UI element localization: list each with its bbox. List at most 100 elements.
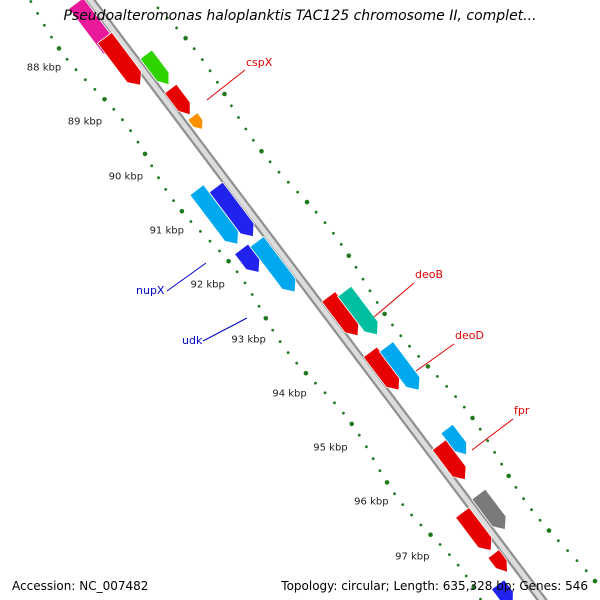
minor-tick-dot bbox=[332, 231, 335, 235]
minor-tick-dot bbox=[538, 518, 542, 522]
minor-tick-dot bbox=[493, 451, 496, 454]
minor-tick-dot bbox=[189, 220, 193, 223]
minor-tick-dot bbox=[445, 385, 448, 388]
minor-tick-dot bbox=[391, 323, 394, 327]
major-tick-dot bbox=[346, 253, 352, 258]
leader-line-deoB bbox=[373, 282, 415, 318]
minor-tick-dot bbox=[456, 563, 460, 567]
major-tick-dot bbox=[142, 151, 148, 157]
minor-tick-dot bbox=[230, 104, 233, 108]
minor-tick-dot bbox=[286, 351, 290, 354]
minor-tick-dot bbox=[74, 68, 78, 72]
gene-arrow[interactable] bbox=[490, 579, 514, 600]
minor-tick-dot bbox=[556, 539, 560, 543]
minor-tick-dot bbox=[438, 543, 442, 546]
minor-tick-dot bbox=[464, 574, 468, 578]
gene-arrow[interactable] bbox=[487, 548, 508, 573]
gene-arrow[interactable] bbox=[139, 49, 170, 86]
gene-arrow[interactable] bbox=[208, 181, 255, 238]
gene-arrow[interactable] bbox=[455, 506, 493, 551]
minor-tick-dot bbox=[365, 445, 368, 449]
minor-tick-dot bbox=[83, 78, 87, 82]
minor-tick-dot bbox=[448, 553, 451, 556]
minor-tick-dot bbox=[250, 293, 254, 296]
gene-arrow-cspX[interactable] bbox=[187, 112, 204, 130]
minor-tick-dot bbox=[268, 160, 272, 164]
minor-tick-dot bbox=[333, 401, 336, 405]
major-tick-dot bbox=[349, 421, 355, 427]
minor-tick-dot bbox=[314, 381, 317, 385]
minor-tick-dot bbox=[371, 457, 375, 461]
minor-tick-dot bbox=[65, 57, 69, 61]
minor-tick-dot bbox=[244, 127, 248, 131]
minor-tick-dot bbox=[339, 243, 343, 246]
minor-tick-dot bbox=[530, 508, 533, 512]
minor-tick-dot bbox=[354, 265, 358, 269]
minor-tick-dot bbox=[410, 513, 413, 517]
minor-tick-dot bbox=[112, 107, 116, 111]
minor-tick-dot bbox=[378, 469, 382, 473]
gene-arrow-deoB[interactable] bbox=[337, 285, 379, 336]
minor-tick-dot bbox=[479, 597, 482, 600]
major-tick-dot bbox=[303, 370, 309, 376]
gene-arrow[interactable] bbox=[96, 31, 142, 86]
minor-tick-dot bbox=[271, 328, 275, 332]
minor-tick-dot bbox=[401, 503, 405, 506]
minor-tick-dot bbox=[566, 549, 569, 552]
minor-tick-dot bbox=[462, 405, 466, 409]
gene-label-deoB[interactable]: deoB bbox=[415, 268, 444, 281]
minor-tick-dot bbox=[296, 190, 299, 194]
major-tick-dot bbox=[592, 578, 598, 584]
minor-tick-dot bbox=[129, 129, 133, 133]
gene-label-fpr[interactable]: fpr bbox=[514, 404, 530, 417]
gene-label-udk[interactable]: udk bbox=[182, 334, 203, 347]
gene-arrow-fpr[interactable] bbox=[440, 423, 467, 456]
status-bar: Accession: NC_007482 Topology: circular;… bbox=[0, 579, 600, 593]
major-tick-dot bbox=[179, 208, 185, 214]
minor-tick-dot bbox=[208, 239, 212, 243]
minor-tick-dot bbox=[36, 12, 39, 15]
map-title: Pseudoalteromonas haloplanktis TAC125 ch… bbox=[63, 8, 537, 24]
minor-tick-dot bbox=[235, 270, 239, 274]
minor-tick-dot bbox=[216, 80, 219, 84]
minor-tick-dot bbox=[50, 35, 53, 39]
major-tick-dot bbox=[304, 199, 310, 205]
minor-tick-dot bbox=[399, 334, 403, 338]
minor-tick-dot bbox=[29, 0, 33, 3]
minor-tick-dot bbox=[575, 559, 579, 562]
gene-label-cspX[interactable]: cspX bbox=[246, 56, 273, 69]
minor-tick-dot bbox=[435, 375, 439, 378]
major-tick-dot bbox=[259, 148, 264, 154]
gene-label-nupX[interactable]: nupX bbox=[136, 284, 165, 297]
major-tick-dot bbox=[102, 97, 107, 102]
minor-tick-dot bbox=[286, 180, 290, 184]
gene-arrow[interactable] bbox=[431, 439, 467, 481]
minor-tick-dot bbox=[257, 304, 261, 308]
gene-arrow[interactable] bbox=[163, 83, 191, 116]
major-tick-dot bbox=[428, 532, 433, 537]
gene-arrow-udk[interactable] bbox=[249, 235, 297, 293]
minor-tick-dot bbox=[93, 88, 97, 91]
minor-tick-dot bbox=[121, 118, 124, 122]
major-tick-dot bbox=[546, 528, 552, 533]
major-tick-dot bbox=[226, 258, 231, 264]
minor-tick-dot bbox=[478, 427, 482, 431]
minor-tick-dot bbox=[454, 395, 457, 398]
major-tick-dot bbox=[471, 585, 476, 590]
minor-tick-dot bbox=[136, 140, 140, 144]
minor-tick-dot bbox=[419, 523, 423, 527]
gene-label-deoD[interactable]: deoD bbox=[455, 329, 484, 342]
leader-line-nupX bbox=[166, 262, 207, 292]
minor-tick-dot bbox=[361, 277, 365, 281]
gene-arrow-deoD[interactable] bbox=[378, 341, 421, 391]
minor-tick-dot bbox=[277, 170, 281, 174]
minor-tick-dot bbox=[393, 492, 396, 496]
minor-tick-dot bbox=[156, 6, 160, 10]
minor-tick-dot bbox=[375, 301, 379, 304]
minor-tick-dot bbox=[323, 221, 327, 225]
minor-tick-dot bbox=[342, 411, 345, 415]
minor-tick-dot bbox=[522, 497, 525, 501]
gene-arrow[interactable] bbox=[471, 488, 507, 530]
minor-tick-dot bbox=[417, 355, 420, 358]
